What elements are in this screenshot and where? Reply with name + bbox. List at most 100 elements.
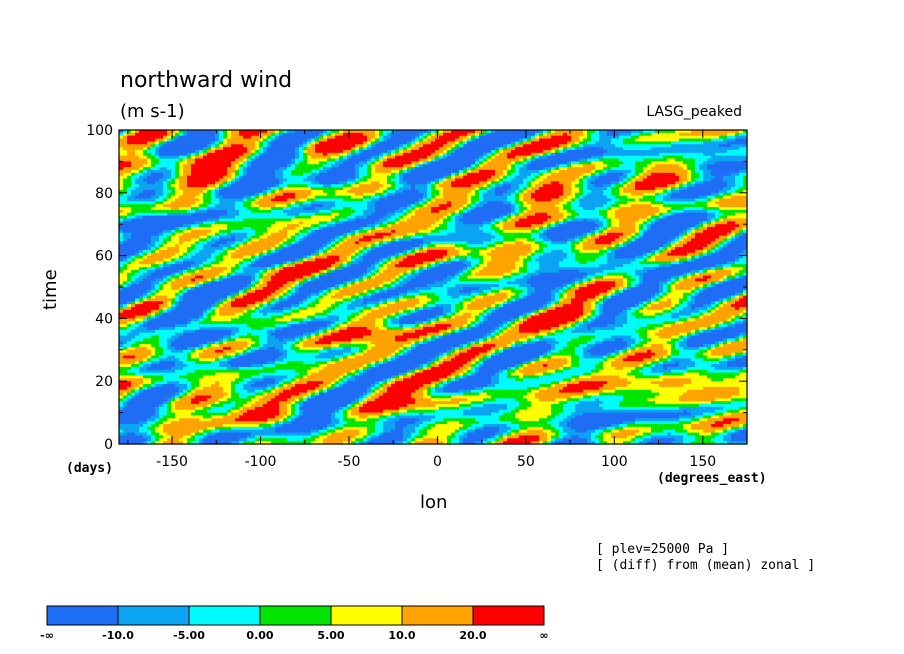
heatmap-cell [271,138,276,143]
heatmap-cell [327,147,332,151]
heatmap-cell [131,135,136,140]
heatmap-cell [575,138,580,143]
heatmap-cell [475,138,480,143]
heatmap-cell [119,152,124,157]
heatmap-cell [295,167,300,171]
heatmap-cell [375,132,380,137]
heatmap-cell [363,161,368,165]
heatmap-cell [615,161,620,165]
heatmap-cell [519,130,524,134]
heatmap-cell [731,130,736,134]
heatmap-cell [147,169,152,174]
heatmap-cell [139,152,144,157]
heatmap-cell [735,147,740,151]
heatmap-cell [327,155,332,160]
heatmap-cell [739,167,744,171]
heatmap-cell [271,141,276,145]
heatmap-cell [591,167,596,171]
heatmap-cell [315,138,320,143]
heatmap-cell [375,144,380,148]
heatmap-cell [639,144,644,148]
heatmap-cell [579,132,584,137]
heatmap-cell [331,147,336,151]
heatmap-cell [467,152,472,157]
heatmap-cell [251,152,256,157]
heatmap-cell [611,158,616,162]
heatmap-cell [527,144,532,148]
heatmap-cell [611,132,616,137]
heatmap-cell [635,144,640,148]
heatmap-cell [399,144,404,148]
heatmap-cell [627,158,632,162]
heatmap-cell [475,164,480,168]
heatmap-cell [331,130,336,134]
heatmap-cell [343,169,348,174]
heatmap-cell [495,149,500,154]
heatmap-cell [367,144,372,148]
heatmap-cell [431,132,436,137]
heatmap-cell [259,169,264,174]
heatmap-cell [495,138,500,143]
heatmap-cell [603,147,608,151]
heatmap-cell [175,144,180,148]
heatmap-cell [423,130,428,134]
heatmap-cell [395,141,400,145]
heatmap-cell [607,155,612,160]
heatmap-cell [379,135,384,140]
heatmap-cell [523,147,528,151]
heatmap-cell [531,152,536,157]
heatmap-cell [471,147,476,151]
heatmap-cell [527,135,532,140]
heatmap-cell [579,155,584,160]
heatmap-cell [663,149,668,154]
heatmap-cell [499,141,504,145]
heatmap-cell [703,149,708,154]
heatmap-cell [219,169,224,174]
heatmap-cell [299,161,304,165]
heatmap-cell [555,130,560,134]
heatmap-cell [143,169,148,174]
heatmap-cell [375,138,380,143]
heatmap-cell [503,147,508,151]
heatmap-cell [363,155,368,160]
heatmap-cell [367,169,372,174]
heatmap-cell [323,155,328,160]
heatmap-cell [255,169,260,174]
heatmap-cell [503,149,508,154]
heatmap-cell [411,158,416,162]
heatmap-cell [467,144,472,148]
heatmap-cell [667,149,672,154]
heatmap-cell [231,169,236,174]
heatmap-cell [395,132,400,137]
heatmap-cell [455,147,460,151]
heatmap-cell [703,130,708,134]
heatmap-cell [415,138,420,143]
heatmap-cell [339,149,344,154]
heatmap-cell [267,147,272,151]
heatmap-cell [263,144,268,148]
heatmap-cell [455,138,460,143]
heatmap-cell [479,155,484,160]
heatmap-cell [159,167,164,171]
heatmap-cell [607,158,612,162]
heatmap-cell [371,144,376,148]
heatmap-cell [559,167,564,171]
heatmap-cell [739,161,744,165]
heatmap-cell [387,138,392,143]
heatmap-cell [515,135,520,140]
heatmap-cell [523,155,528,160]
heatmap-cell [399,132,404,137]
heatmap-cell [619,141,624,145]
heatmap-cell [367,135,372,140]
heatmap-cell [539,141,544,145]
heatmap-cell [547,144,552,148]
heatmap-cell [147,158,152,162]
heatmap-cell [667,132,672,137]
heatmap-cell [575,147,580,151]
heatmap-cell [355,155,360,160]
heatmap-cell [515,149,520,154]
heatmap-cell [371,167,376,171]
heatmap-cell [595,167,600,171]
heatmap-cell [271,169,276,174]
heatmap-cell [327,158,332,162]
